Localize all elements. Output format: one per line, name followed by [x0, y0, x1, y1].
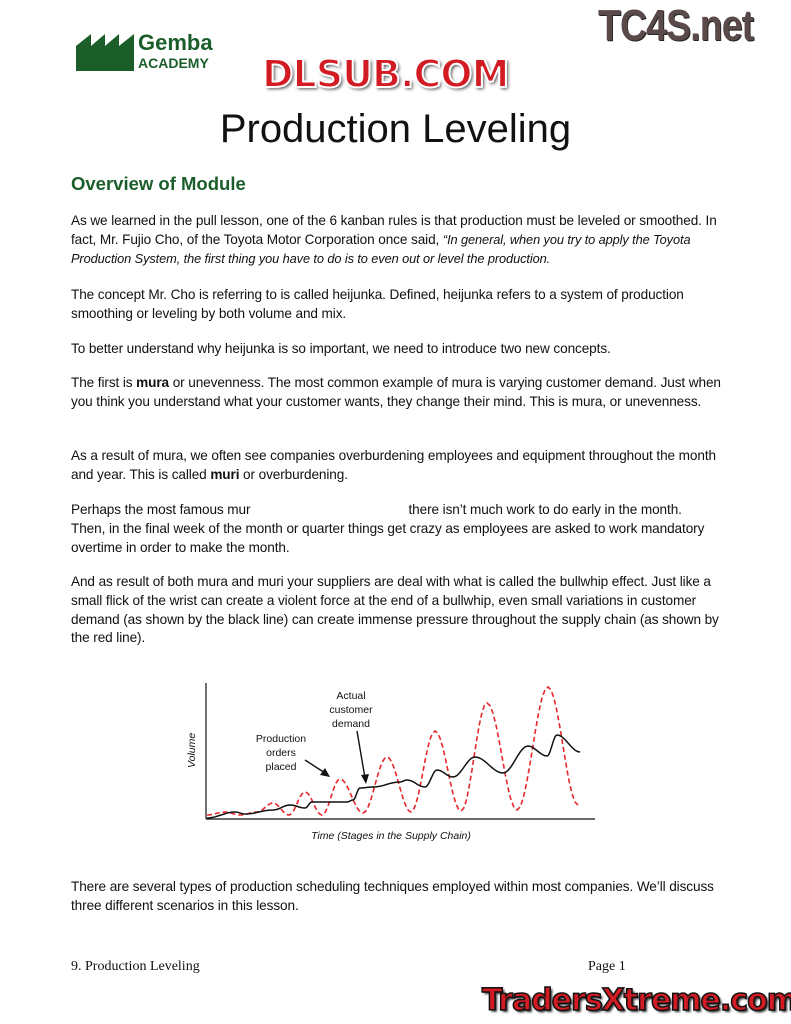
- logo-text-gemba: Gemba: [138, 30, 213, 55]
- paragraph-bullwhip: And as result of both mura and muri your…: [71, 574, 719, 646]
- paragraph-famous-muri: Perhaps the most famous mur there isn’t …: [71, 502, 708, 555]
- orders-label-3: placed: [266, 761, 297, 773]
- watermark-tc4s: TC4S.net: [598, 1, 754, 50]
- factory-icon: [76, 34, 134, 71]
- footer-module-name: 9. Production Leveling: [71, 959, 200, 974]
- paragraph-intro: As we learned in the pull lesson, one of…: [71, 212, 721, 268]
- footer-page-number: Page 1: [588, 959, 626, 974]
- muri-term: muri: [210, 466, 240, 482]
- paragraph-mura: The first is mura or unevenness. The mos…: [71, 374, 721, 412]
- paragraph-scheduling: There are several types of production sc…: [71, 879, 714, 913]
- cho-quote: “In general, when you try to apply the T…: [71, 231, 691, 266]
- logo-text-academy: ACADEMY: [138, 55, 209, 71]
- paragraph-concepts: To better understand why heijunka is so …: [71, 341, 611, 356]
- orders-label-1: Production: [256, 733, 306, 745]
- watermark-tradersxtreme: TradersXtreme.com: [481, 983, 791, 1019]
- orders-arrow: [304, 759, 330, 777]
- muri-text-b: or overburdening.: [239, 466, 348, 482]
- production-orders-line: [206, 685, 579, 816]
- customer-demand-line: [206, 734, 581, 819]
- mura-text-b: or unevenness. The most common example o…: [71, 375, 721, 409]
- y-axis-label: Volume: [186, 733, 198, 768]
- gemba-academy-logo: [76, 32, 136, 72]
- orders-label-2: orders: [266, 747, 296, 759]
- bullwhip-figure: Volume Time (Stages in the Supply Chain)…: [186, 683, 595, 842]
- page-title: Production Leveling: [219, 107, 572, 151]
- muri-text-a: As a result of mura, we often see compan…: [71, 448, 716, 482]
- paragraph-muri: As a result of mura, we often see compan…: [71, 447, 721, 485]
- demand-label-2: customer: [329, 704, 373, 716]
- demand-label-3: demand: [332, 718, 370, 730]
- mura-text-a: The first is: [71, 375, 137, 390]
- watermark-dlsub: DLSUB.COM: [261, 51, 510, 97]
- x-axis-label: Time (Stages in the Supply Chain): [311, 830, 471, 842]
- mura-term: mura: [136, 375, 170, 390]
- demand-arrow: [356, 730, 369, 784]
- paragraph-heijunka: The concept Mr. Cho is referring to is c…: [71, 287, 684, 321]
- demand-label-1: Actual: [336, 690, 365, 702]
- intro-text: As we learned in the pull lesson, one of…: [71, 213, 717, 247]
- section-heading: Overview of Module: [71, 173, 246, 194]
